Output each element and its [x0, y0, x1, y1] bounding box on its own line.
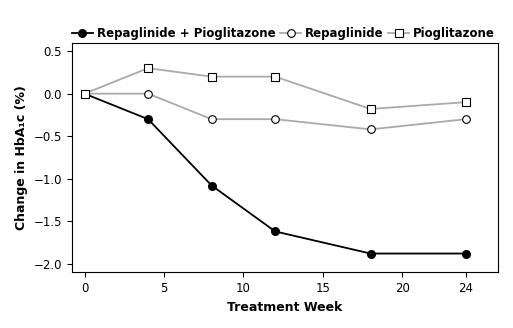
Repaglinide + Pioglitazone: [463, 252, 469, 256]
Pioglitazone: [145, 66, 151, 70]
Repaglinide: [367, 127, 373, 131]
Line: Repaglinide: Repaglinide: [81, 90, 470, 133]
Repaglinide: [82, 92, 88, 96]
Line: Pioglitazone: Pioglitazone: [81, 64, 470, 113]
Legend: Repaglinide + Pioglitazone, Repaglinide, Pioglitazone: Repaglinide + Pioglitazone, Repaglinide,…: [72, 27, 495, 40]
Repaglinide: [272, 117, 278, 121]
X-axis label: Treatment Week: Treatment Week: [227, 300, 342, 314]
Repaglinide: [145, 92, 151, 96]
Pioglitazone: [367, 107, 373, 111]
Pioglitazone: [82, 92, 88, 96]
Repaglinide + Pioglitazone: [145, 117, 151, 121]
Pioglitazone: [272, 75, 278, 79]
Repaglinide + Pioglitazone: [209, 184, 215, 188]
Repaglinide + Pioglitazone: [367, 252, 373, 256]
Repaglinide + Pioglitazone: [82, 92, 88, 96]
Pioglitazone: [209, 75, 215, 79]
Line: Repaglinide + Pioglitazone: Repaglinide + Pioglitazone: [81, 90, 470, 257]
Repaglinide: [209, 117, 215, 121]
Pioglitazone: [463, 100, 469, 104]
Repaglinide: [463, 117, 469, 121]
Repaglinide + Pioglitazone: [272, 230, 278, 234]
Y-axis label: Change in HbA₁c (%): Change in HbA₁c (%): [15, 85, 28, 230]
